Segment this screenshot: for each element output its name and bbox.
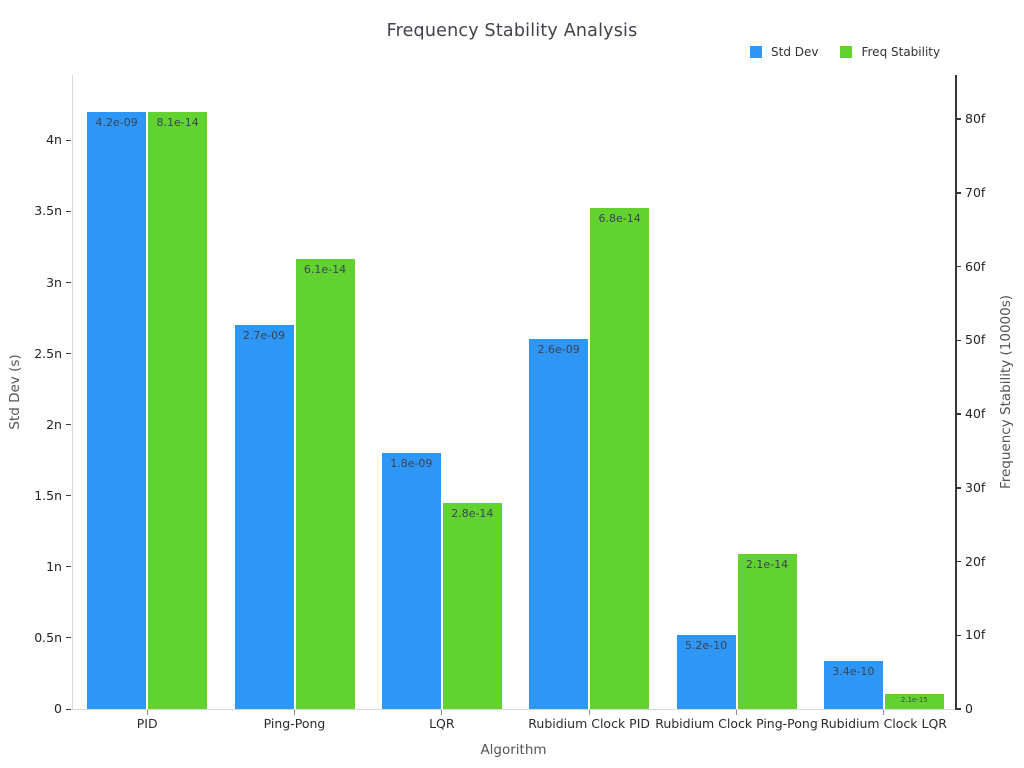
left-y-tick-label: 0.5n (34, 629, 62, 645)
x-tick-label: Rubidium Clock Ping-Pong (655, 716, 818, 731)
legend-item-freq-stability[interactable]: Freq Stability (840, 45, 940, 59)
left-y-tick-label: 2.5n (34, 345, 62, 361)
left-y-tick-label: 1.5n (34, 487, 62, 503)
left-y-tick-mark (66, 139, 71, 141)
x-tick-mark (146, 710, 148, 715)
bar-std-dev[interactable]: 4.2e-09 (87, 111, 147, 709)
x-tick-label: LQR (429, 716, 455, 731)
bar-freq-stability[interactable]: 6.8e-14 (590, 207, 650, 709)
right-y-tick-mark (955, 192, 961, 194)
right-y-tick-mark (955, 487, 961, 489)
bar-value-label: 2.1e-14 (745, 558, 789, 572)
right-y-axis-title: Frequency Stability (10000s) (998, 294, 1014, 490)
left-y-tick-mark (66, 708, 71, 710)
bar-freq-stability[interactable]: 2.8e-14 (442, 502, 502, 709)
x-tick-label: Ping-Pong (263, 716, 326, 731)
bar-value-label: 2.1e-15 (900, 695, 928, 704)
right-y-tick-label: 10f (965, 627, 986, 643)
x-tick-mark (736, 710, 737, 715)
bar-value-label: 2.8e-14 (451, 506, 494, 520)
chart-title: Frequency Stability Analysis (386, 21, 638, 41)
left-y-tick-mark (66, 210, 71, 212)
bar-freq-stability[interactable]: 6.1e-14 (295, 259, 355, 709)
left-y-tick-label: 1n (46, 558, 62, 574)
x-tick-mark (588, 710, 590, 715)
left-y-tick-label: 4n (46, 132, 62, 148)
x-tick-mark (883, 710, 885, 715)
right-y-tick-label: 40f (965, 406, 986, 422)
x-axis-title: Algorithm (480, 742, 547, 758)
right-y-tick-label: 30f (965, 479, 986, 495)
bar-std-dev[interactable]: 2.7e-09 (234, 325, 294, 709)
left-axis-line (72, 75, 73, 709)
right-y-tick-label: 20f (965, 553, 986, 569)
right-y-tick-label: 60f (965, 258, 986, 274)
legend-label-freq-stability: Freq Stability (861, 45, 941, 59)
left-y-tick-label: 0 (54, 701, 62, 716)
right-y-tick-mark (955, 339, 961, 342)
x-tick-label: Rubidium Clock PID (528, 716, 651, 731)
x-tick-mark (441, 710, 443, 715)
right-y-tick-mark (955, 118, 961, 120)
bar-value-label: 2.6e-09 (537, 343, 580, 357)
bar-value-label: 6.1e-14 (303, 263, 347, 277)
legend-label-std-dev: Std Dev (771, 45, 819, 59)
left-y-axis-title: Std Dev (s) (7, 354, 23, 430)
bar-freq-stability[interactable]: 8.1e-14 (148, 111, 208, 709)
bar-value-label: 1.8e-09 (390, 457, 433, 471)
right-y-tick-mark (955, 265, 961, 268)
right-y-tick-label: 0 (965, 701, 973, 716)
right-y-tick-label: 50f (965, 332, 986, 348)
bar-freq-stability[interactable]: 2.1e-14 (737, 554, 797, 709)
left-y-tick-mark (66, 566, 71, 568)
bar-std-dev[interactable]: 3.4e-10 (823, 660, 883, 709)
left-y-tick-label: 3n (46, 274, 62, 290)
left-y-tick-mark (66, 353, 71, 355)
legend: Std Dev Freq Stability (750, 45, 940, 59)
bar-value-label: 8.1e-14 (156, 115, 199, 129)
bar-value-label: 3.4e-10 (832, 664, 875, 678)
bar-freq-stability[interactable]: 2.1e-15 (884, 693, 944, 709)
left-y-tick-label: 2n (46, 416, 62, 432)
left-y-tick-mark (66, 424, 71, 426)
bar-std-dev[interactable]: 2.6e-09 (529, 339, 589, 709)
bar-value-label: 4.2e-09 (95, 115, 138, 129)
legend-item-std-dev[interactable]: Std Dev (750, 45, 818, 59)
x-axis-line (72, 709, 956, 710)
bar-std-dev[interactable]: 1.8e-09 (381, 453, 441, 709)
left-y-tick-mark (66, 282, 71, 284)
left-y-tick-label: 3.5n (34, 203, 62, 219)
left-y-tick-mark (66, 495, 71, 497)
legend-swatch-freq-stability (840, 46, 853, 58)
legend-swatch-std-dev (750, 46, 762, 58)
right-y-tick-mark (955, 413, 961, 415)
right-y-tick-label: 80f (965, 111, 986, 127)
bar-std-dev[interactable]: 5.2e-10 (676, 635, 736, 709)
bar-value-label: 2.7e-09 (242, 329, 286, 343)
right-y-tick-mark (955, 708, 961, 710)
x-tick-label: Rubidium Clock LQR (820, 716, 947, 731)
right-axis-line (955, 75, 957, 710)
x-tick-label: PID (136, 716, 158, 731)
right-y-tick-mark (955, 560, 961, 563)
bar-value-label: 5.2e-10 (684, 639, 728, 653)
right-y-tick-label: 70f (965, 184, 986, 200)
left-y-tick-mark (66, 637, 71, 639)
bar-value-label: 6.8e-14 (598, 211, 641, 225)
x-tick-mark (294, 710, 295, 715)
right-y-tick-mark (955, 634, 961, 637)
